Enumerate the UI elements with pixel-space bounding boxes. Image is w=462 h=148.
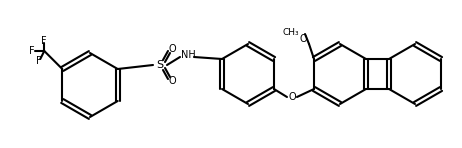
Text: CH₃: CH₃ [283, 28, 299, 37]
Text: O: O [168, 44, 176, 54]
Text: O: O [288, 92, 296, 102]
Text: S: S [157, 60, 164, 70]
Text: O: O [299, 34, 307, 44]
Text: F: F [42, 36, 47, 46]
Text: O: O [168, 76, 176, 86]
Text: NH: NH [181, 50, 195, 60]
Text: F: F [30, 46, 35, 56]
Text: F: F [36, 56, 42, 66]
